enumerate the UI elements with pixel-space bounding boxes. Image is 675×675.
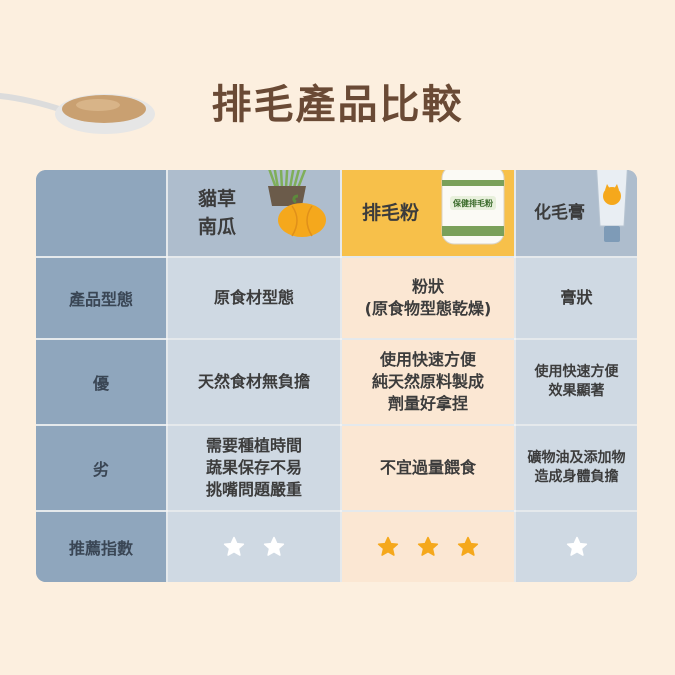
cell-text: 不宜過量餵食 bbox=[379, 458, 476, 477]
cell-text: 蔬果保存不易 bbox=[205, 458, 302, 477]
row-label: 產品型態 bbox=[36, 258, 166, 338]
header-empty-cell bbox=[36, 170, 166, 256]
star-icon bbox=[417, 536, 439, 556]
table-cell: 使用快速方便 效果顯著 bbox=[516, 340, 637, 424]
row-cons: 劣 需要種植時間 蔬果保存不易 挑嘴問題嚴重 不宜過量餵食 礦物油及添加物 造成… bbox=[36, 426, 637, 510]
spoon-powder-image bbox=[0, 93, 155, 134]
page-title: 排毛產品比較 bbox=[211, 82, 464, 128]
cell-text: 效果顯著 bbox=[548, 383, 605, 399]
row-rating: 推薦指數 bbox=[36, 512, 637, 582]
row-label: 劣 bbox=[36, 426, 166, 510]
row-divider bbox=[36, 256, 637, 258]
jar-label: 保健排毛粉 bbox=[453, 199, 493, 208]
header-row: 貓草 南瓜 排毛粉 bbox=[36, 170, 637, 256]
header-label: 貓草 bbox=[198, 188, 237, 210]
cell-text: 粉狀 bbox=[411, 277, 444, 296]
cell-text: 膏狀 bbox=[560, 288, 593, 307]
paste-tube-icon bbox=[596, 170, 628, 242]
cell-text: 天然食材無負擔 bbox=[197, 372, 310, 391]
table-cell: 天然食材無負擔 bbox=[168, 340, 340, 424]
header-label: 化毛膏 bbox=[534, 203, 585, 223]
header-label: 排毛粉 bbox=[362, 202, 420, 224]
row-label: 優 bbox=[36, 340, 166, 424]
star-icon bbox=[377, 536, 399, 556]
cell-text: (原食物型態乾燥) bbox=[364, 299, 492, 318]
column-divider bbox=[340, 170, 342, 582]
rating-cell bbox=[342, 512, 514, 582]
column-divider bbox=[514, 170, 516, 582]
rating-cell bbox=[168, 512, 340, 582]
table-cell: 膏狀 bbox=[516, 258, 637, 338]
row-label: 推薦指數 bbox=[36, 512, 166, 582]
table-cell: 粉狀 (原食物型態乾燥) bbox=[342, 258, 514, 338]
comparison-table: 貓草 南瓜 排毛粉 bbox=[36, 170, 637, 582]
table-cell: 原食材型態 bbox=[168, 258, 340, 338]
table-cell: 需要種植時間 蔬果保存不易 挑嘴問題嚴重 bbox=[168, 426, 340, 510]
header-cat-grass-pumpkin: 貓草 南瓜 bbox=[168, 170, 340, 256]
cell-text: 挑嘴問題嚴重 bbox=[205, 480, 302, 499]
table-cell: 不宜過量餵食 bbox=[342, 426, 514, 510]
row-pros: 優 天然食材無負擔 使用快速方便 純天然原料製成 劑量好拿捏 使用快速方便 效果… bbox=[36, 340, 637, 424]
star-icon bbox=[457, 536, 479, 556]
header-hairball-paste: 化毛膏 bbox=[516, 170, 637, 256]
star-icon bbox=[566, 536, 587, 556]
column-divider bbox=[166, 170, 168, 582]
row-divider bbox=[36, 424, 637, 426]
row-divider bbox=[36, 338, 637, 340]
cell-text: 造成身體負擔 bbox=[534, 469, 619, 485]
row-product-form: 產品型態 原食材型態 粉狀 (原食物型態乾燥) 膏狀 bbox=[36, 258, 637, 338]
cell-text: 原食材型態 bbox=[213, 288, 294, 307]
cell-text: 劑量好拿捏 bbox=[387, 394, 468, 413]
cell-text: 使用快速方便 bbox=[379, 350, 476, 369]
cell-text: 使用快速方便 bbox=[534, 364, 619, 380]
powder-jar-icon bbox=[441, 170, 505, 245]
row-divider bbox=[36, 510, 637, 512]
table-cell: 使用快速方便 純天然原料製成 劑量好拿捏 bbox=[342, 340, 514, 424]
header-label: 南瓜 bbox=[198, 216, 237, 238]
cell-text: 礦物油及添加物 bbox=[527, 450, 626, 466]
table-cell: 礦物油及添加物 造成身體負擔 bbox=[516, 426, 637, 510]
cell-text: 需要種植時間 bbox=[205, 436, 302, 455]
header-hairball-powder: 排毛粉 保健排毛粉 bbox=[342, 170, 514, 256]
cell-text: 純天然原料製成 bbox=[371, 372, 484, 391]
cat-grass-pumpkin-icon bbox=[268, 170, 326, 237]
rating-cell bbox=[516, 512, 637, 582]
star-icon bbox=[223, 536, 245, 556]
star-icon bbox=[263, 536, 285, 556]
